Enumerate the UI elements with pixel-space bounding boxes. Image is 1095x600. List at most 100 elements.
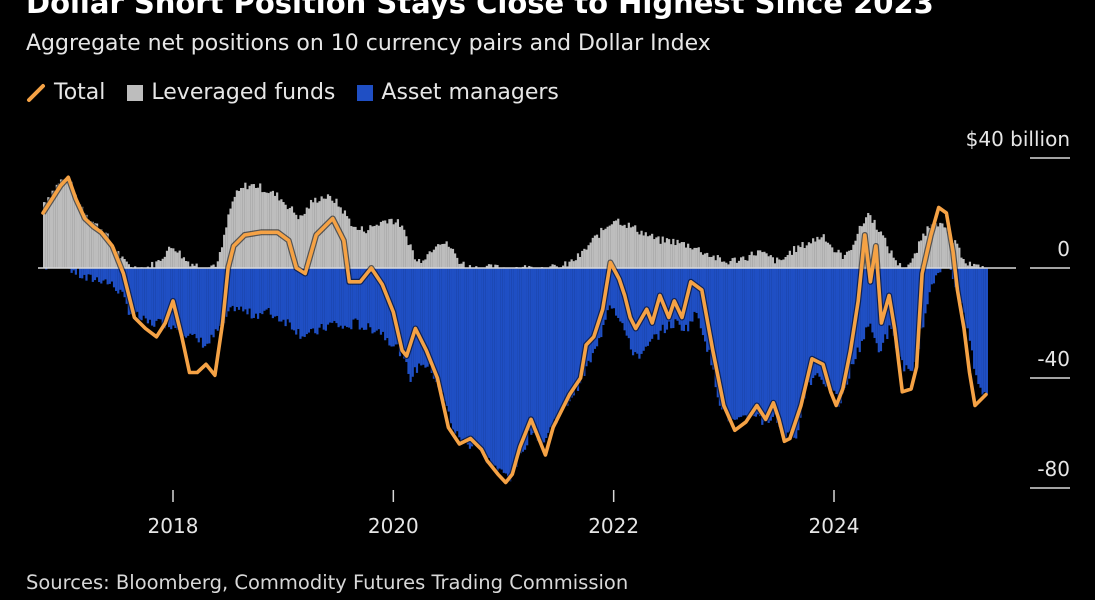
asset-managers-bar (352, 268, 355, 320)
leveraged-funds-bar (869, 215, 872, 268)
leveraged-funds-bar (896, 265, 899, 268)
asset-managers-bar (437, 268, 440, 388)
asset-managers-bar (792, 268, 796, 438)
asset-managers-bar (704, 268, 707, 342)
leveraged-funds-bar (562, 265, 565, 268)
asset-managers-bar (631, 268, 635, 356)
leveraged-funds-bar (687, 243, 690, 268)
leveraged-funds-bar (121, 256, 124, 268)
asset-managers-bar (473, 268, 476, 445)
leveraged-funds-bar (780, 260, 783, 268)
leveraged-funds-bar (235, 190, 238, 268)
asset-managers-bar (964, 268, 967, 329)
asset-managers-bar (748, 268, 751, 416)
leveraged-funds-bar (964, 263, 967, 268)
leveraged-funds-bar (443, 243, 446, 268)
leveraged-funds-bar (437, 244, 440, 268)
leveraged-funds-bar (716, 255, 719, 268)
asset-managers-bar (206, 268, 209, 344)
asset-managers-bar (451, 268, 455, 430)
asset-managers-bar (521, 268, 524, 452)
asset-managers-bar (487, 268, 491, 459)
asset-managers-bar (975, 268, 978, 376)
leveraged-funds-bar (339, 207, 342, 268)
asset-managers-bar (877, 268, 880, 353)
asset-managers-bar (151, 268, 154, 326)
asset-managers-bar (934, 268, 938, 276)
leveraged-funds-bar (454, 253, 457, 268)
asset-managers-bar (470, 268, 474, 447)
leveraged-funds-bar (115, 251, 118, 268)
leveraged-funds-bar (74, 194, 77, 268)
asset-managers-bar (909, 268, 912, 371)
leveraged-funds-bar (600, 227, 603, 268)
asset-managers-bar (403, 268, 406, 359)
asset-managers-bar (922, 268, 925, 328)
leveraged-funds-bar (818, 239, 821, 268)
leveraged-funds-bar (754, 255, 758, 268)
asset-managers-bar (803, 268, 806, 399)
asset-managers-bar (398, 268, 402, 357)
leveraged-funds-bar (365, 233, 368, 268)
leveraged-funds-bar (581, 250, 584, 268)
leveraged-funds-bar (280, 199, 283, 268)
chart-subtitle: Aggregate net positions on 10 currency p… (26, 31, 711, 56)
leveraged-funds-bar (612, 221, 616, 268)
leveraged-funds-bar (352, 226, 355, 268)
leveraged-funds-bar (174, 251, 177, 268)
asset-managers-bar (115, 268, 118, 291)
asset-managers-bar (276, 268, 279, 316)
asset-managers-bar (381, 268, 385, 332)
x-tick-label: 2022 (588, 514, 639, 538)
leveraged-funds-bar (53, 190, 56, 268)
leveraged-funds-bar (970, 266, 974, 268)
leveraged-funds-bar (835, 252, 838, 268)
asset-managers-bar (629, 268, 633, 350)
asset-managers-bar (193, 268, 196, 334)
leveraged-funds-bar (170, 248, 173, 268)
asset-managers-bar (795, 268, 798, 439)
leveraged-funds-bar (218, 252, 222, 268)
leveraged-funds-bar (112, 247, 116, 268)
asset-managers-bar (388, 268, 391, 346)
leveraged-funds-bar (187, 261, 190, 268)
asset-managers-bar (460, 268, 463, 443)
asset-managers-bar (375, 268, 378, 331)
asset-managers-bar (157, 268, 160, 319)
asset-managers-bar (695, 268, 698, 313)
leveraged-funds-bar (907, 264, 910, 268)
asset-managers-bar (634, 268, 637, 353)
asset-managers-bar (299, 268, 302, 339)
leveraged-funds-bar (920, 240, 923, 268)
leveraged-funds-bar (390, 218, 393, 268)
leveraged-funds-bar (530, 266, 533, 268)
asset-managers-bar (771, 268, 774, 417)
leveraged-funds-bar (651, 233, 654, 268)
leveraged-funds-bar (737, 260, 741, 268)
asset-managers-bar (915, 268, 919, 355)
asset-managers-bar (225, 268, 228, 317)
leveraged-funds-bar (693, 247, 696, 268)
leveraged-funds-bar (246, 189, 249, 268)
asset-managers-bar (526, 268, 529, 446)
leveraged-funds-bar (926, 226, 929, 268)
leveraged-funds-bar (625, 227, 628, 268)
asset-managers-bar (920, 268, 923, 329)
asset-managers-bar (848, 268, 851, 379)
asset-managers-bar (182, 268, 186, 337)
leveraged-funds-bar (689, 248, 692, 268)
leveraged-funds-bar (623, 224, 626, 268)
leveraged-funds-bar (468, 265, 472, 268)
leveraged-funds-bar (860, 226, 863, 268)
asset-managers-bar (725, 268, 728, 410)
leveraged-funds-bar (680, 242, 683, 268)
leveraged-funds-bar (886, 246, 889, 268)
asset-managers-bar (290, 268, 294, 330)
leveraged-funds-bar (229, 208, 232, 268)
asset-managers-bar (911, 268, 914, 372)
leveraged-funds-bar (659, 243, 662, 268)
leveraged-funds-bar (975, 264, 978, 268)
asset-managers-bar (93, 268, 97, 281)
leveraged-funds-bar (816, 236, 819, 268)
asset-managers-bar (937, 268, 940, 273)
